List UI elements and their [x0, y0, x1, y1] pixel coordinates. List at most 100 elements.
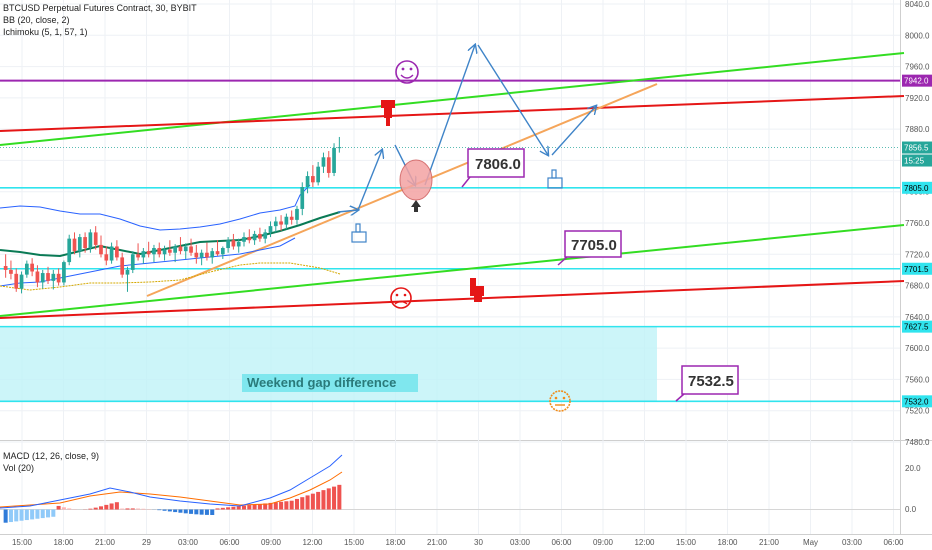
- macd-hist-bar: [56, 505, 61, 510]
- time-tick-label: 18:00: [53, 538, 74, 547]
- macd-hist-bar: [51, 509, 56, 517]
- projection-path-4[interactable]: [424, 45, 475, 186]
- macd-pane-bg: [0, 441, 900, 534]
- time-tick-label: 12:00: [302, 538, 323, 547]
- macd-hist-bar: [210, 509, 215, 515]
- candle-body: [72, 238, 77, 252]
- support-circle-marker[interactable]: [399, 159, 433, 201]
- candle-body: [24, 263, 29, 275]
- macd-hist-bar: [332, 486, 337, 510]
- callout-7532-5[interactable]: 7532.5: [675, 365, 739, 402]
- candle-body: [210, 251, 215, 258]
- candle-body: [316, 166, 321, 183]
- candle-body: [157, 248, 162, 255]
- time-tick-label: 03:00: [510, 538, 531, 547]
- callout-7705[interactable]: 7705.0: [557, 230, 622, 266]
- price-axis[interactable]: 8040.08000.07960.07920.07880.07840.07800…: [905, 0, 930, 447]
- green-channel-bottom[interactable]: [0, 224, 905, 317]
- candle-body: [62, 262, 66, 283]
- macd-hist-bar: [141, 508, 146, 510]
- price-tick-label: 7520.0: [905, 407, 930, 416]
- price-tick-label: 7680.0: [905, 282, 930, 291]
- green-channel-top[interactable]: [0, 52, 905, 146]
- candle-body: [178, 246, 183, 252]
- macd-hist-bar: [279, 501, 284, 510]
- price-tick-label: 7600.0: [905, 344, 930, 353]
- candle-body: [104, 254, 109, 261]
- candle-body: [146, 251, 151, 255]
- time-tick-label: May: [803, 538, 818, 547]
- macd-hist-bar: [247, 505, 252, 510]
- candle-body: [56, 273, 61, 283]
- macd-hist-bar: [136, 508, 141, 510]
- macd-hist-bar: [226, 507, 231, 510]
- hand-down-red-icon-2: [470, 278, 484, 302]
- candle-body: [289, 216, 294, 220]
- time-tick-label: 12:00: [634, 538, 655, 547]
- candle-body: [51, 273, 56, 281]
- candle-body: [115, 246, 119, 258]
- price-tag-label: 7701.5: [904, 265, 929, 274]
- candle-body: [141, 251, 146, 258]
- candle-body: [183, 246, 188, 252]
- price-tag-label: 7532.0: [904, 397, 929, 406]
- price-tick-label: 7920.0: [905, 94, 930, 103]
- time-tick-label: 18:00: [717, 538, 738, 547]
- macd-pane: [0, 484, 900, 523]
- legend-macd: MACD (12, 26, close, 9): [3, 451, 100, 461]
- candle-body: [30, 263, 34, 272]
- macd-tick-label: 20.0: [905, 464, 921, 473]
- callout-7705-text: 7705.0: [571, 237, 617, 254]
- candle-body: [215, 251, 220, 255]
- price-tag-label: 7856.5: [904, 144, 929, 153]
- candle-body: [167, 249, 172, 253]
- price-tag-current: [902, 141, 932, 154]
- time-tick-label: 15:00: [12, 538, 33, 547]
- price-tick-label: 7880.0: [905, 125, 930, 134]
- macd-hist-bar: [19, 509, 24, 521]
- macd-hist-bar: [178, 509, 183, 513]
- time-tick-label: 06:00: [551, 538, 572, 547]
- macd-hist-bar: [220, 507, 225, 510]
- red-channel-top[interactable]: [0, 95, 905, 132]
- candle-body: [332, 147, 336, 173]
- macd-line: [0, 454, 343, 509]
- ichimoku-lagging-span: [0, 262, 341, 291]
- candle-body: [162, 249, 167, 255]
- projection-path-6[interactable]: [551, 106, 596, 156]
- candle-body: [189, 246, 193, 253]
- time-tick-label: 15:00: [676, 538, 697, 547]
- macd-hist-bar: [215, 508, 220, 510]
- candle-body: [300, 187, 305, 209]
- time-tick-label: 09:00: [261, 538, 282, 547]
- macd-hist-bar: [199, 509, 204, 515]
- candle-body: [136, 254, 140, 258]
- projection-path-2[interactable]: [357, 150, 382, 211]
- projection-path[interactable]: [337, 210, 358, 212]
- macd-hist-bar: [310, 493, 315, 510]
- red-channel-bottom[interactable]: [0, 280, 905, 319]
- candle-body: [19, 274, 24, 289]
- projection-path-5[interactable]: [477, 44, 548, 155]
- price-tick-label: 7960.0: [905, 63, 930, 72]
- macd-hist-bar: [204, 509, 209, 515]
- candle-body: [67, 238, 72, 263]
- time-tick-label: 06:00: [219, 538, 240, 547]
- macd-hist-bar: [241, 505, 247, 510]
- time-tick-label: 21:00: [95, 538, 116, 547]
- candle-body: [247, 237, 252, 241]
- price-tag-label: 7805.0: [904, 184, 929, 193]
- candle-body: [220, 248, 225, 255]
- macd-hist-bar: [194, 509, 199, 515]
- candle-body: [226, 240, 230, 249]
- macd-hist-bar: [3, 509, 8, 523]
- time-axis[interactable]: 15:00 18:00 21:00 29 03:00 06:00 09:00 12:00 15:…: [12, 538, 904, 547]
- macd-hist-bar: [257, 504, 262, 510]
- candle-body: [40, 273, 45, 283]
- callout-7806[interactable]: 7806.0: [461, 148, 525, 188]
- up-arrow-marker: [411, 200, 421, 212]
- candle-body: [205, 252, 209, 258]
- macd-hist-bar: [189, 509, 194, 514]
- macd-hist-bar: [300, 497, 305, 510]
